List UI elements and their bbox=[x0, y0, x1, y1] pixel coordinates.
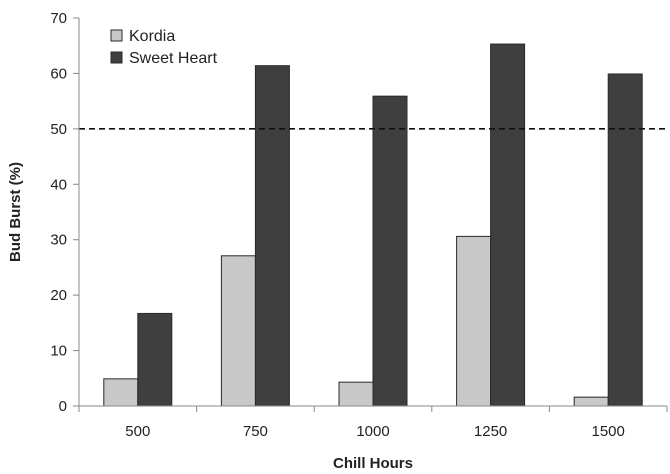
x-tick-label: 750 bbox=[243, 423, 268, 440]
bar-kordia bbox=[338, 381, 374, 407]
legend-swatch bbox=[110, 29, 123, 42]
x-axis-title: Chill Hours bbox=[333, 455, 413, 472]
x-axis-ticks: 500 750 1000 1250 1500 bbox=[78, 406, 668, 440]
y-tick-label: 20 bbox=[50, 287, 67, 304]
bar-kordia bbox=[456, 235, 492, 407]
bar-kordia bbox=[220, 255, 256, 407]
legend-label: Kordia bbox=[129, 28, 175, 45]
bars bbox=[103, 43, 643, 407]
y-tick-label: 60 bbox=[50, 65, 67, 82]
bar-sweet-heart bbox=[607, 73, 643, 407]
x-tick-label: 1250 bbox=[474, 423, 507, 440]
bar-sweet-heart bbox=[254, 65, 290, 407]
bar-sweet-heart bbox=[137, 312, 173, 407]
bar-sweet-heart bbox=[490, 43, 526, 407]
bar-sweet-heart bbox=[372, 95, 408, 407]
bar-kordia bbox=[103, 378, 139, 407]
x-tick-label: 1500 bbox=[592, 423, 625, 440]
y-tick-label: 40 bbox=[50, 176, 67, 193]
x-tick-label: 1000 bbox=[356, 423, 389, 440]
legend: Kordia Sweet Heart bbox=[110, 28, 218, 67]
legend-label: Sweet Heart bbox=[129, 50, 218, 67]
y-axis-title: Bud Burst (%) bbox=[7, 162, 24, 262]
legend-swatch bbox=[110, 51, 123, 64]
y-axis-ticks: 0 10 20 30 40 50 60 70 bbox=[50, 10, 79, 415]
y-tick-label: 50 bbox=[50, 121, 67, 138]
y-tick-label: 30 bbox=[50, 232, 67, 249]
y-tick-label: 0 bbox=[59, 398, 67, 415]
x-tick-label: 500 bbox=[125, 423, 150, 440]
y-tick-label: 10 bbox=[50, 343, 67, 360]
y-tick-label: 70 bbox=[50, 10, 67, 27]
bar-kordia bbox=[573, 396, 609, 407]
